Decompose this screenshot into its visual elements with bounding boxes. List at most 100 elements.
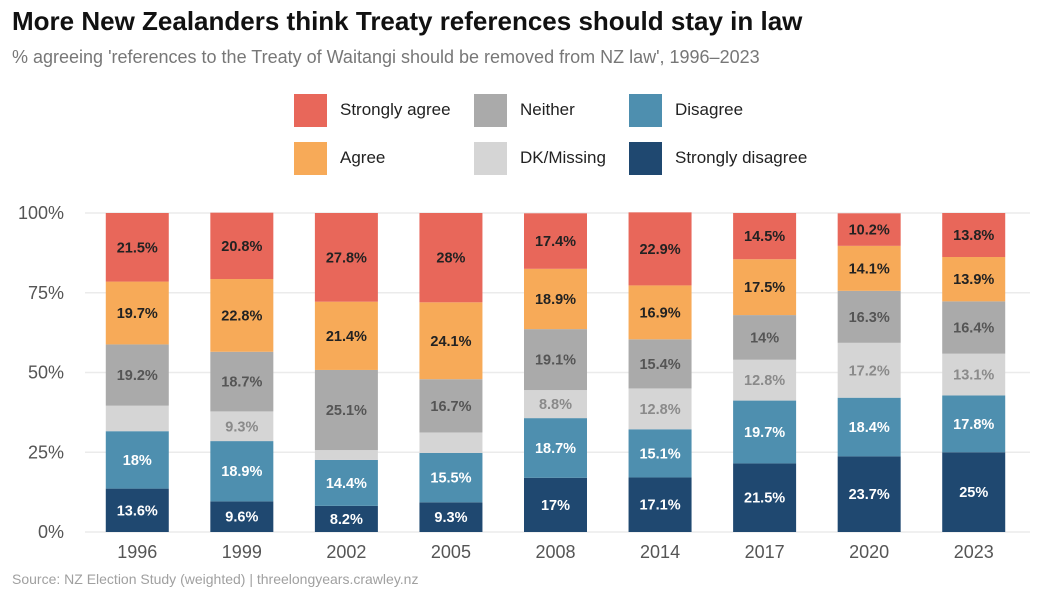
bar-segment [942, 395, 1006, 453]
y-tick-label: 25% [28, 442, 64, 462]
bar-segment [314, 301, 378, 370]
y-tick-label: 100% [18, 203, 64, 223]
data-label: 13.9% [953, 272, 994, 288]
data-label: 17.4% [535, 234, 576, 250]
data-label: 15.4% [639, 357, 680, 373]
bar-segment [314, 459, 378, 506]
data-label: 18.9% [221, 464, 262, 480]
legend-item: DK/Missing [474, 141, 606, 175]
y-tick-label: 0% [38, 522, 64, 542]
bar-segment [524, 329, 587, 391]
x-tick-label: 2017 [745, 542, 785, 562]
bar-segment [210, 441, 274, 502]
data-label: 9.6% [225, 510, 258, 526]
bar-segment [105, 213, 169, 282]
data-label: 14.1% [849, 261, 890, 277]
data-label: 12.8% [744, 373, 785, 389]
bar-segment [210, 411, 274, 442]
data-label: 17% [541, 498, 570, 514]
data-label: 12.8% [639, 402, 680, 418]
data-label: 13.1% [953, 368, 994, 384]
data-label: 18.9% [535, 292, 576, 308]
legend-swatch [474, 93, 507, 127]
bar-segment [314, 369, 378, 451]
bar-segment [419, 213, 483, 303]
bar-segment [837, 213, 901, 246]
x-tick-label: 2005 [431, 542, 471, 562]
data-label: 19.7% [117, 306, 158, 322]
data-label: 18% [123, 453, 152, 469]
legend-swatch [294, 141, 327, 175]
bar-segment [210, 501, 274, 532]
bar-segment [105, 281, 169, 345]
bar-segment [628, 388, 692, 430]
chart-title: More New Zealanders think Treaty referen… [12, 6, 803, 36]
legend-item: Strongly disagree [629, 141, 807, 175]
chart-subtitle: % agreeing 'references to the Treaty of … [12, 47, 760, 67]
data-label: 13.8% [953, 228, 994, 244]
legend-item: Disagree [629, 93, 743, 127]
data-label: 18.4% [849, 420, 890, 436]
data-label: 21.5% [744, 491, 785, 507]
data-label: 8.8% [539, 397, 572, 413]
bar-segment [628, 339, 692, 389]
legend-item: Neither [474, 93, 575, 127]
bar-segment [419, 432, 483, 453]
bar-segment [942, 452, 1006, 532]
legend-swatch [294, 93, 327, 127]
bar-segment [733, 463, 797, 532]
bar-segment [628, 429, 692, 478]
data-label: 8.2% [330, 512, 363, 528]
data-label: 21.4% [326, 329, 367, 345]
legend-swatch [629, 141, 662, 175]
legend-label: DK/Missing [520, 148, 606, 167]
bar-segment [105, 405, 169, 432]
bar-segment [105, 431, 169, 489]
x-tick-label: 2023 [954, 542, 994, 562]
bar-segment [210, 279, 274, 352]
bar-segment [314, 505, 378, 532]
bar-segment [837, 456, 901, 532]
data-label: 18.7% [221, 375, 262, 391]
data-label: 10.2% [849, 223, 890, 239]
data-label: 20.8% [221, 239, 262, 255]
bar-segment [942, 213, 1006, 258]
legend-swatch [474, 141, 507, 175]
bar-segment [733, 359, 797, 401]
data-label: 24.1% [430, 334, 471, 350]
legend-item: Strongly agree [294, 93, 451, 127]
y-tick-label: 75% [28, 283, 64, 303]
legend-label: Neither [520, 100, 575, 119]
data-label: 18.7% [535, 441, 576, 457]
data-label: 14% [750, 330, 779, 346]
x-tick-label: 2002 [326, 542, 366, 562]
bar-segment [733, 259, 797, 316]
bar-segment [942, 257, 1006, 302]
x-tick-label: 1999 [222, 542, 262, 562]
legend-label: Strongly disagree [675, 148, 808, 167]
bar-segment [314, 213, 378, 302]
data-label: 14.5% [744, 229, 785, 245]
bar-segment [419, 379, 483, 433]
data-label: 25.1% [326, 403, 367, 419]
bar-segment [524, 268, 587, 330]
bar-segment [733, 400, 797, 464]
bar-segment [210, 351, 274, 412]
legend-label: Agree [340, 148, 386, 167]
data-label: 25% [959, 485, 988, 501]
bar-segment [419, 452, 483, 503]
x-tick-label: 2020 [849, 542, 889, 562]
data-label: 17.8% [953, 417, 994, 433]
bar-segment [942, 301, 1006, 354]
bar-segment [314, 450, 378, 460]
data-label: 17.1% [639, 498, 680, 514]
bar-segment [105, 488, 169, 532]
x-tick-label: 2014 [640, 542, 680, 562]
bar-segment [210, 212, 274, 280]
legend-swatch [629, 93, 662, 127]
bar-segment [628, 477, 692, 532]
bar-segment [628, 285, 692, 340]
bar-segment [837, 245, 901, 291]
data-label: 22.9% [639, 242, 680, 258]
bar-segment [837, 290, 901, 343]
